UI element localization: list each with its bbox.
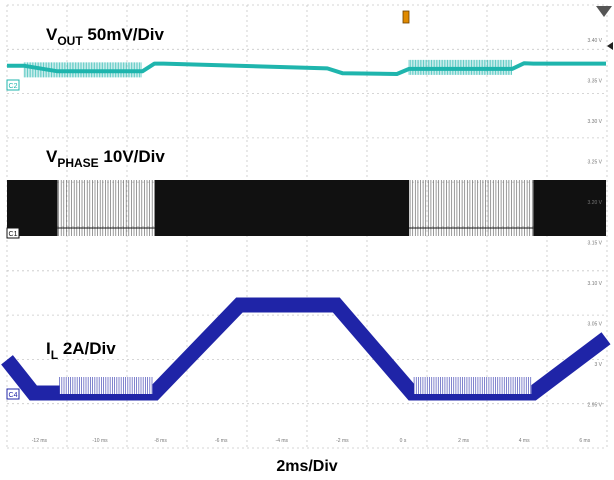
vphase-label-main: V (46, 147, 58, 166)
x-tick-label: -12 ms (32, 438, 48, 444)
channel-marker-text: C2 (9, 83, 18, 90)
x-tick-label: 0 s (400, 438, 407, 444)
il-label-sub: L (50, 348, 59, 362)
il-trace (1, 297, 611, 401)
il-label-main: I (46, 339, 51, 358)
vphase-scale: 10V/Div (103, 147, 165, 166)
right-tick-label: 3 V (594, 362, 602, 368)
vphase-label: VPHASE 10V/Div (46, 148, 165, 169)
vphase-pulses (409, 180, 533, 236)
scope-corner-indicator (596, 6, 612, 17)
vout-label: VOUT 50mV/Div (46, 26, 164, 47)
right-tick-label: 2.95 V (588, 403, 603, 409)
channel-marker-C2: C2 (6, 79, 20, 91)
vphase-block (533, 180, 607, 236)
vout-trace (7, 59, 606, 78)
right-tick-label: 3.15 V (588, 241, 603, 247)
vphase-block (154, 180, 410, 236)
channel-marker-text: C1 (9, 231, 18, 238)
x-tick-label: -2 ms (336, 438, 349, 444)
vout-label-main: V (46, 25, 58, 44)
x-tick-label: -6 ms (215, 438, 228, 444)
vphase-trace (7, 180, 607, 236)
vout-scale: 50mV/Div (87, 25, 164, 44)
right-tick-label: 3.20 V (588, 200, 603, 206)
right-tick-label: 3.25 V (588, 160, 603, 166)
vout-label-sub: OUT (57, 34, 83, 48)
right-tick-labels: 3.40 V 3.35 V 3.30 V 3.25 V 3.20 V 3.15 V 3.10… (588, 38, 603, 409)
channel-marker-C1: C1 (6, 227, 20, 239)
channel-marker-box (6, 388, 20, 400)
channel-marker-text: C4 (9, 392, 18, 399)
timebase-label: 2ms/Div (276, 458, 338, 475)
x-tick-label: 4 ms (519, 438, 530, 444)
vphase-block (7, 180, 58, 236)
vphase-pulses (58, 180, 153, 236)
x-tick-labels: -12 ms -10 ms -8 ms -6 ms -4 ms -2 ms 0 s 2 ms 4… (32, 438, 591, 444)
il-burst-ripple (413, 377, 532, 394)
channel-marker-box (6, 79, 20, 91)
il-label: IL 2A/Div (46, 340, 116, 361)
x-tick-label: -8 ms (154, 438, 167, 444)
right-tick-label: 3.10 V (588, 281, 603, 287)
trigger-marker (402, 10, 410, 24)
right-tick-label: 3.30 V (588, 119, 603, 125)
vphase-label-sub: PHASE (57, 156, 99, 170)
il-scale: 2A/Div (62, 339, 116, 358)
right-tick-label: 3.05 V (588, 322, 603, 328)
x-tick-label: -10 ms (92, 438, 108, 444)
right-tick-label: 3.40 V (588, 38, 603, 44)
vout-ripple (23, 62, 142, 78)
right-tick-label: 3.35 V (588, 79, 603, 85)
vout-line (7, 61, 606, 76)
level-arrow-icon (607, 42, 613, 50)
x-tick-label: 2 ms (458, 438, 469, 444)
vout-ripple (408, 59, 512, 75)
channel-marker-C4: C4 (6, 388, 20, 400)
trigger-marker-body (402, 10, 410, 24)
il-burst-ripple (59, 377, 153, 394)
x-tick-label: 6 ms (579, 438, 590, 444)
channel-marker-box (6, 227, 20, 239)
x-tick-label: -4 ms (276, 438, 289, 444)
